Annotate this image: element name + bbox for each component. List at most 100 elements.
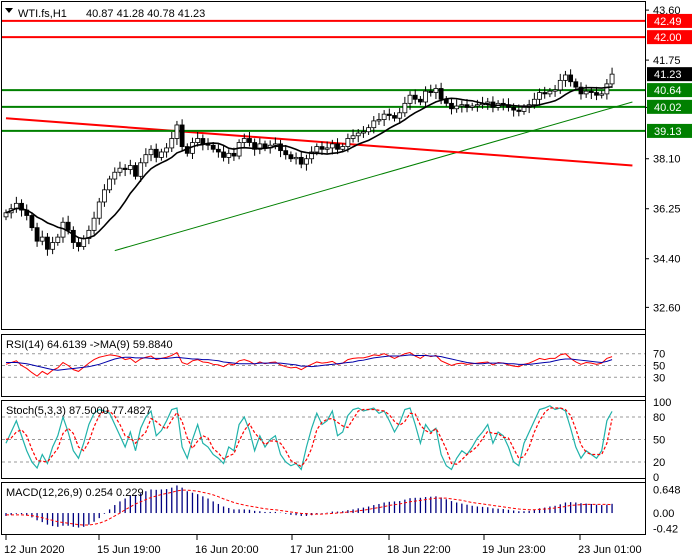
stoch-label: Stoch(5,3,3) 87.5000 77.4827 — [6, 405, 152, 417]
candle-body — [407, 94, 413, 104]
candle-body — [210, 144, 216, 150]
candle-body — [557, 79, 563, 91]
candle-body — [345, 138, 351, 147]
candle-body — [272, 143, 278, 146]
candle-body — [283, 150, 289, 156]
candle-body — [81, 238, 87, 247]
price-tick-label: 43.60 — [653, 5, 681, 17]
candle-body — [148, 148, 154, 156]
candle-body — [309, 151, 315, 160]
candle-body — [423, 90, 428, 103]
candle-body — [324, 147, 330, 150]
candle-body — [304, 158, 309, 165]
rsi-series-1 — [6, 354, 613, 371]
tick-label: 100 — [653, 397, 671, 409]
candles-layer — [3, 67, 615, 256]
time-tick-label: 18 Jun 22:00 — [387, 544, 451, 556]
rsi-label: RSI(14) 64.6139 ->MA(9) 59.8840 — [6, 339, 173, 351]
candle-body — [469, 105, 475, 108]
support-trend — [114, 101, 633, 252]
level-tag-39.13 — [647, 123, 692, 138]
tick-label: 30 — [653, 372, 665, 384]
candle-body — [50, 242, 56, 250]
candle-body — [107, 178, 112, 191]
candle-body — [215, 148, 221, 153]
candle-body — [70, 229, 76, 243]
candle-body — [102, 189, 107, 203]
candle-body — [231, 152, 237, 157]
current-price-text: 41.23 — [654, 69, 682, 81]
candle-body — [179, 124, 185, 147]
stoch-series-0 — [5, 405, 613, 471]
candle-body — [599, 93, 605, 96]
price-tick-label: 36.25 — [653, 204, 681, 216]
candle-body — [376, 119, 382, 122]
symbol-label[interactable]: WTI.fs,H1 — [18, 8, 67, 20]
tick-label: 80 — [653, 412, 665, 424]
main-panel-frame[interactable] — [1, 1, 646, 330]
candle-body — [164, 147, 169, 153]
level-tag-text-39.13: 39.13 — [654, 126, 682, 138]
candle-body — [386, 113, 392, 116]
candle-body — [221, 151, 226, 158]
candle-body — [143, 154, 149, 164]
candle-body — [516, 109, 522, 112]
price-tick-label: 32.60 — [653, 302, 681, 314]
candle-body — [122, 167, 128, 170]
level-tag-42.00 — [647, 30, 692, 45]
candle-body — [319, 146, 325, 150]
candle-body — [174, 124, 180, 139]
candle-body — [257, 143, 263, 150]
candle-body — [604, 83, 610, 95]
candle-body — [449, 102, 454, 110]
level-lines-layer — [2, 19, 645, 132]
candle-body — [55, 236, 61, 243]
candle-body — [262, 143, 268, 149]
candle-body — [609, 73, 615, 85]
candle-body — [96, 201, 102, 219]
resistance-trend — [5, 117, 633, 167]
candle-body — [91, 217, 97, 231]
time-tick-label: 15 Jun 19:00 — [97, 544, 161, 556]
candle-body — [459, 104, 465, 107]
candle-body — [361, 131, 366, 134]
symbol-dropdown-icon[interactable] — [5, 8, 13, 13]
candle-body — [573, 81, 579, 88]
macd-tick-label: -0.42 — [653, 523, 678, 535]
candle-body — [371, 120, 377, 129]
price-labels: 42.49 42.00 40.64 40.02 39.13 41.23 — [647, 13, 692, 138]
candle-body — [169, 138, 175, 149]
tick-label: 50 — [653, 361, 665, 373]
candle-body — [247, 138, 252, 143]
candle-body — [153, 148, 159, 158]
candle-body — [531, 98, 537, 106]
candle-body — [3, 212, 9, 218]
candle-body — [428, 90, 434, 93]
level-tag-40.02 — [647, 99, 692, 114]
candle-body — [298, 156, 304, 165]
level-tag-text-42.49: 42.49 — [654, 16, 682, 28]
candle-body — [39, 236, 45, 242]
candle-body — [511, 106, 517, 111]
candle-body — [127, 165, 133, 170]
candle-body — [288, 154, 294, 160]
candle-body — [578, 86, 584, 95]
time-tick-label: 23 Jun 01:00 — [578, 544, 642, 556]
price-tick-label: 34.40 — [653, 254, 681, 266]
candle-body — [65, 221, 71, 231]
candle-body — [340, 146, 346, 150]
candle-body — [583, 90, 589, 95]
candle-body — [464, 104, 470, 108]
candle-body — [226, 152, 232, 158]
candle-body — [438, 88, 444, 100]
candle-body — [366, 127, 372, 133]
candle-body — [293, 156, 299, 160]
candle-body — [329, 143, 335, 149]
tick-label: 70 — [653, 349, 665, 361]
candle-body — [314, 146, 320, 153]
candle-body — [474, 104, 480, 107]
stoch-series-1 — [5, 407, 613, 468]
candle-body — [236, 142, 242, 157]
